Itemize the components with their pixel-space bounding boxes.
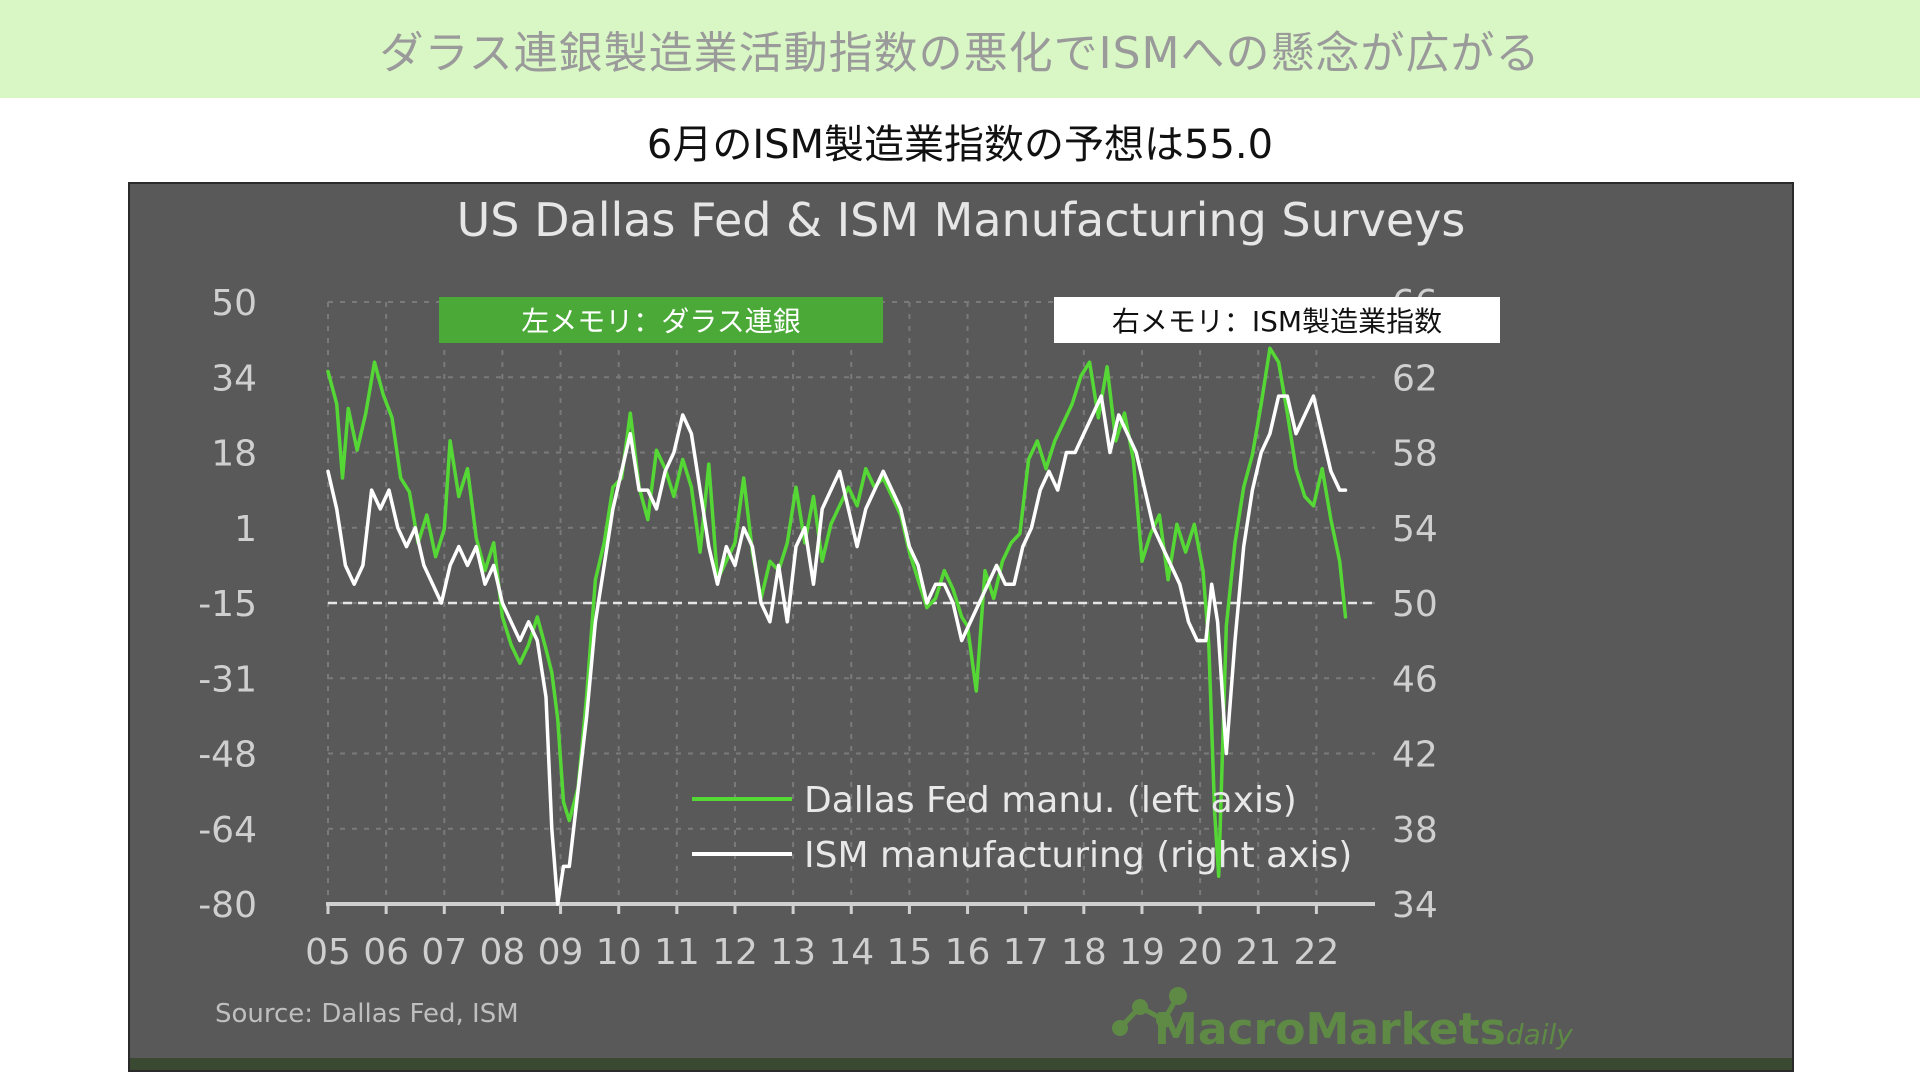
right-tick-label: 38 <box>1392 810 1438 851</box>
x-axis: 05 06 07 08 09 10 11 12 13 14 15 16 17 18 19 20 21 22 <box>305 902 1375 973</box>
x-tick-label: 17 <box>1003 932 1049 973</box>
frame-bottom-bar <box>130 1058 1792 1070</box>
memo-left: 左メモリ：ダラス連銀 <box>439 297 883 343</box>
x-tick-label: 07 <box>421 932 467 973</box>
right-tick-label: 50 <box>1392 584 1438 625</box>
banner-title: ダラス連銀製造業活動指数の悪化でISMへの懸念が広がる <box>379 28 1541 79</box>
subtitle: 6月のISM製造業指数の予想は55.0 <box>646 122 1274 168</box>
left-tick-label: -64 <box>198 810 257 851</box>
header-banner: ダラス連銀製造業活動指数の悪化でISMへの懸念が広がる <box>0 0 1920 98</box>
x-tick-label: 22 <box>1293 932 1339 973</box>
left-tick-label: 1 <box>234 509 257 550</box>
x-tick-label: 08 <box>480 932 526 973</box>
series-lines <box>326 346 1348 906</box>
logo-network-icon <box>1112 987 1187 1036</box>
left-tick-label: -31 <box>198 659 257 700</box>
x-tick-label: 06 <box>363 932 409 973</box>
left-tick-label: -48 <box>198 735 257 776</box>
left-tick-label: 18 <box>211 434 257 475</box>
left-tick-label: -15 <box>198 584 257 625</box>
left-tick-label: -80 <box>198 885 257 926</box>
x-tick-label: 19 <box>1119 932 1165 973</box>
x-tick-label: 12 <box>712 932 758 973</box>
x-tick-label: 15 <box>887 932 933 973</box>
memo-right: 右メモリ：ISM製造業指数 <box>1054 297 1500 343</box>
x-tick-label: 20 <box>1177 932 1223 973</box>
logo-main: MacroMarkets <box>1154 1004 1506 1055</box>
x-tick-label: 18 <box>1061 932 1107 973</box>
source-note: Source: Dallas Fed, ISM <box>215 999 519 1029</box>
left-tick-label: 34 <box>211 358 257 399</box>
macromarkets-logo: MacroMarketsdaily <box>1112 987 1573 1055</box>
right-tick-label: 62 <box>1392 358 1438 399</box>
right-tick-label: 46 <box>1392 659 1438 700</box>
legend-label: Dallas Fed manu. (left axis) <box>804 780 1297 821</box>
x-tick-label: 21 <box>1235 932 1281 973</box>
right-axis: 666258545046423834 <box>1392 283 1438 926</box>
x-tick-label: 10 <box>596 932 642 973</box>
chart-svg: US Dallas Fed & ISM Manufacturing Survey… <box>130 193 1792 1070</box>
series-line-ism <box>326 394 1348 906</box>
logo-sub: daily <box>1506 1018 1573 1051</box>
legend-label: ISM manufacturing (right axis) <box>804 835 1352 876</box>
right-tick-label: 54 <box>1392 509 1438 550</box>
chart-frame: US Dallas Fed & ISM Manufacturing Survey… <box>128 182 1794 1072</box>
x-tick-label: 11 <box>654 932 700 973</box>
series-line-dallas-fed <box>326 346 1348 878</box>
x-tick-label: 14 <box>828 932 874 973</box>
right-tick-label: 58 <box>1392 434 1438 475</box>
right-tick-label: 34 <box>1392 885 1438 926</box>
x-tick-label: 05 <box>305 932 351 973</box>
chart-legend: Dallas Fed manu. (left axis) ISM manufact… <box>692 780 1352 876</box>
chart-title: US Dallas Fed & ISM Manufacturing Survey… <box>457 193 1466 247</box>
x-tick-label: 16 <box>945 932 991 973</box>
x-tick-label: 13 <box>770 932 816 973</box>
x-tick-label: 09 <box>538 932 584 973</box>
left-tick-label: 50 <box>211 283 257 324</box>
left-axis: 50 34 18 1 -15 -31 -48 -64 -80 <box>198 283 257 926</box>
logo-text: MacroMarketsdaily <box>1154 1004 1573 1055</box>
right-tick-label: 42 <box>1392 735 1438 776</box>
